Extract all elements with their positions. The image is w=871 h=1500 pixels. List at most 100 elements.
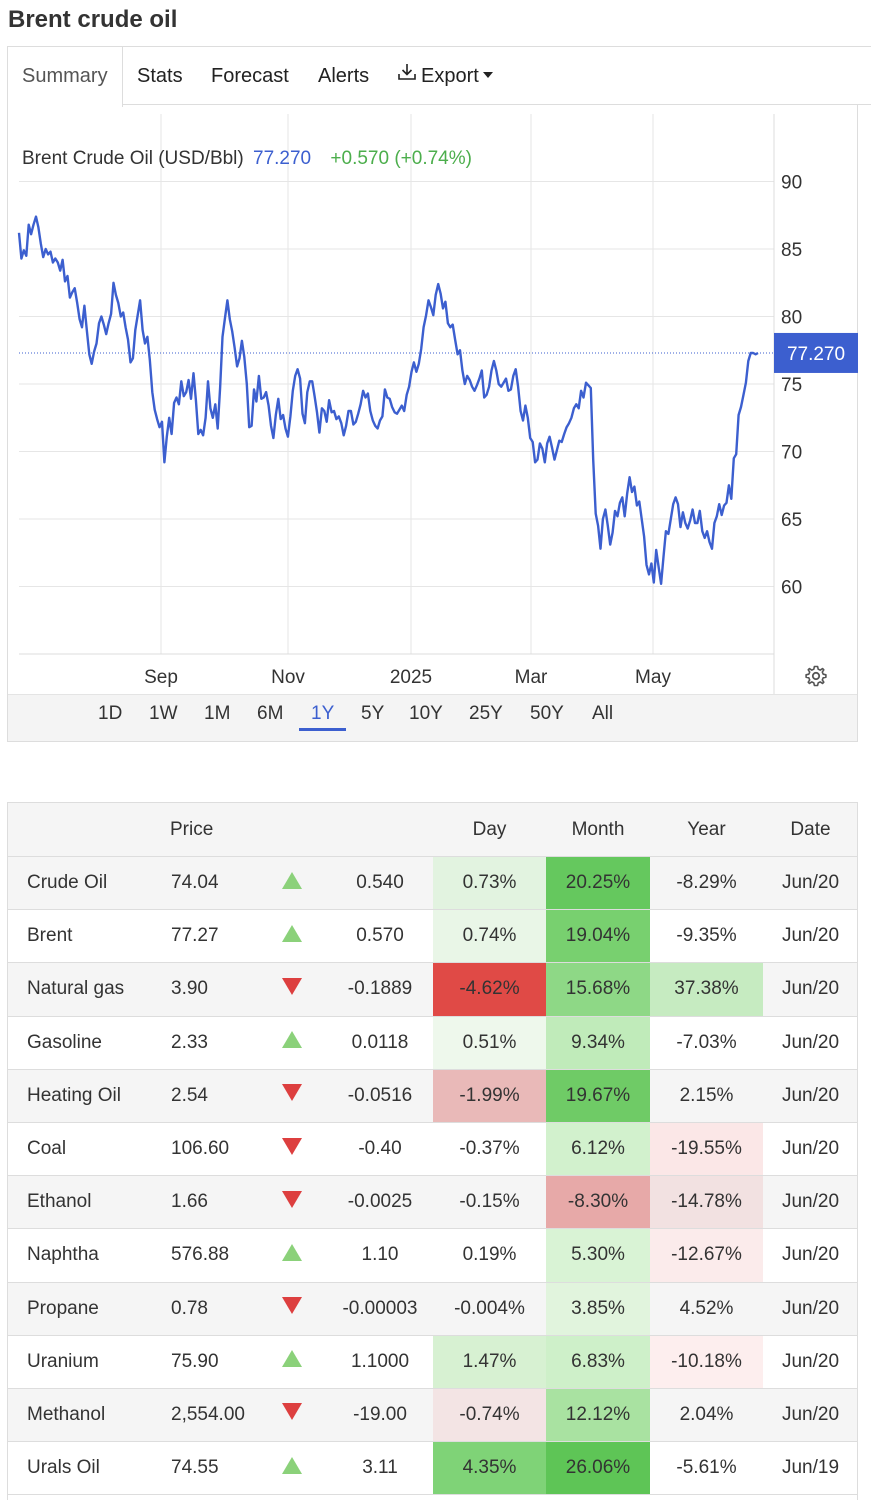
x-tick-label: Nov <box>271 667 305 688</box>
triangle-up-icon <box>282 1243 302 1261</box>
row-date: Jun/20 <box>763 909 858 964</box>
table-row[interactable]: Gasoline 2.33 0.0118 0.51% 9.34% -7.03% Jun/20 <box>7 1016 858 1070</box>
row-name[interactable]: Uranium <box>7 1335 157 1389</box>
tab-alerts[interactable]: Alerts <box>318 65 370 87</box>
current-price-tag-label: 77.270 <box>787 344 845 365</box>
row-year: 2.15% <box>650 1069 763 1123</box>
page-title: Brent crude oil <box>8 6 178 33</box>
row-direction <box>257 1282 327 1336</box>
row-day: -0.37% <box>433 1122 546 1177</box>
row-name[interactable]: Naphtha <box>7 1228 157 1283</box>
range-5y[interactable]: 5Y <box>361 703 385 724</box>
table-row[interactable]: Urals Oil 74.55 3.11 4.35% 26.06% -5.61% Jun/1… <box>7 1441 858 1496</box>
row-change: -0.00003 <box>327 1282 433 1336</box>
row-day: -0.74% <box>433 1388 546 1443</box>
col-header-change <box>327 802 433 857</box>
row-date: Jun/20 <box>763 1122 858 1177</box>
y-tick-label: 70 <box>781 443 802 464</box>
tab-summary[interactable]: Summary <box>7 47 123 107</box>
range-10y[interactable]: 10Y <box>409 703 443 724</box>
range-1d[interactable]: 1D <box>98 703 123 724</box>
row-direction <box>257 1069 327 1123</box>
table-row[interactable]: Brent 77.27 0.570 0.74% 19.04% -9.35% Jun/20 <box>7 909 858 964</box>
row-day: -1.99% <box>433 1069 546 1123</box>
row-direction <box>257 1388 327 1443</box>
table-row[interactable]: Crude Oil 74.04 0.540 0.73% 20.25% -8.29% Jun/… <box>7 856 858 911</box>
row-year: -7.03% <box>650 1016 763 1070</box>
table-row[interactable]: Coal 106.60 -0.40 -0.37% 6.12% -19.55% Jun/20 <box>7 1122 858 1177</box>
row-name[interactable]: Gasoline <box>7 1016 157 1070</box>
x-tick-label: 2025 <box>390 667 432 688</box>
row-name[interactable]: Heating Oil <box>7 1069 157 1123</box>
chart-price-change: +0.570 (+0.74%) <box>330 148 472 169</box>
row-direction <box>257 1175 327 1230</box>
row-date: Jun/19 <box>763 1441 858 1496</box>
y-tick-label: 75 <box>781 375 802 396</box>
table-row[interactable]: Propane 0.78 -0.00003 -0.004% 3.85% 4.52% Jun/… <box>7 1282 858 1336</box>
row-month: 3.85% <box>546 1282 650 1336</box>
tab-export[interactable]: Export <box>397 47 493 105</box>
range-all[interactable]: All <box>592 703 614 724</box>
row-day: -4.62% <box>433 962 546 1017</box>
chart-current-price: 77.270 <box>253 148 312 169</box>
row-name[interactable]: Propane <box>7 1282 157 1336</box>
row-month: 9.34% <box>546 1016 650 1070</box>
row-price: 2.54 <box>157 1069 257 1123</box>
row-year: 37.38% <box>650 962 763 1017</box>
row-name[interactable]: Coal <box>7 1122 157 1177</box>
row-price: 2.33 <box>157 1016 257 1070</box>
chevron-down-icon <box>482 71 493 78</box>
y-tick-label: 60 <box>781 578 802 599</box>
table-row[interactable]: Natural gas 3.90 -0.1889 -4.62% 15.68% 37.38%… <box>7 962 858 1017</box>
table-row[interactable]: Naphtha 576.88 1.10 0.19% 5.30% -12.67% Jun/20 <box>7 1228 858 1283</box>
range-25y[interactable]: 25Y <box>469 703 503 724</box>
col-header-year: Year <box>650 802 763 857</box>
row-price: 106.60 <box>157 1122 257 1177</box>
row-name[interactable]: Urals Oil <box>7 1441 157 1496</box>
gear-icon[interactable] <box>804 664 828 693</box>
row-day: 0.19% <box>433 1228 546 1283</box>
y-tick-label: 85 <box>781 240 802 261</box>
triangle-up-icon <box>282 1031 302 1049</box>
range-6m[interactable]: 6M <box>257 703 284 724</box>
tab-stats[interactable]: Stats <box>137 65 183 87</box>
row-direction <box>257 1122 327 1177</box>
price-chart[interactable]: 60 65 70 75 80 85 90 Sep Nov 2025 Mar May 77.270 <box>8 104 859 694</box>
row-date: Jun/20 <box>763 1282 858 1336</box>
range-1w[interactable]: 1W <box>149 703 178 724</box>
row-name[interactable]: Natural gas <box>7 962 157 1017</box>
range-1y[interactable]: 1Y <box>299 703 347 731</box>
triangle-up-icon <box>282 924 302 942</box>
table-row[interactable]: Heating Oil 2.54 -0.0516 -1.99% 19.67% 2.15% J… <box>7 1069 858 1123</box>
row-name[interactable]: Ethanol <box>7 1175 157 1230</box>
y-tick-label: 80 <box>781 308 802 329</box>
current-price-tag <box>774 332 858 373</box>
tab-forecast[interactable]: Forecast <box>211 65 289 87</box>
table-row[interactable]: Methanol 2,554.00 -19.00 -0.74% 12.12% 2.04% J… <box>7 1388 858 1443</box>
row-name[interactable]: Crude Oil <box>7 856 157 911</box>
row-day: 1.47% <box>433 1335 546 1389</box>
triangle-down-icon <box>282 1137 302 1155</box>
row-price: 74.04 <box>157 856 257 911</box>
table-row[interactable]: Uranium 75.90 1.1000 1.47% 6.83% -10.18% Jun/2… <box>7 1335 858 1389</box>
export-label: Export <box>421 65 479 87</box>
table-row[interactable]: Ethanol 1.66 -0.0025 -0.15% -8.30% -14.78% Jun… <box>7 1175 858 1230</box>
row-name[interactable]: Brent <box>7 909 157 964</box>
row-month: 19.67% <box>546 1069 650 1123</box>
range-1m[interactable]: 1M <box>204 703 231 724</box>
commodities-table: Price Day Month Year Date Crude Oil 74.04… <box>7 802 858 1496</box>
row-price: 3.90 <box>157 962 257 1017</box>
table-header-row: Price Day Month Year Date <box>7 802 858 857</box>
row-year: -10.18% <box>650 1335 763 1389</box>
row-year: -9.35% <box>650 909 763 964</box>
row-day: 0.51% <box>433 1016 546 1070</box>
row-day: 0.73% <box>433 856 546 911</box>
row-day: 4.35% <box>433 1441 546 1496</box>
triangle-down-icon <box>282 1190 302 1208</box>
row-change: 0.570 <box>327 909 433 964</box>
col-header-date: Date <box>763 802 858 857</box>
col-header-direction <box>257 802 327 857</box>
row-year: 2.04% <box>650 1388 763 1443</box>
row-name[interactable]: Methanol <box>7 1388 157 1443</box>
range-50y[interactable]: 50Y <box>530 703 564 724</box>
